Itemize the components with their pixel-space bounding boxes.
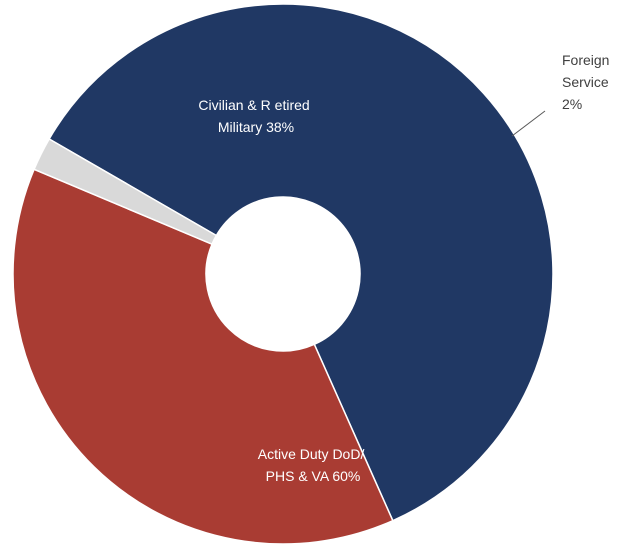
slice-label-active-duty: Active Duty DoD/ PHS & VA 60%	[258, 446, 368, 484]
slice-label-civilian: Civilian & R etired Military 38%	[198, 97, 313, 135]
slice-active-duty	[48, 3, 554, 522]
slice-label-foreign-service: Foreign Service 2%	[562, 52, 613, 112]
slice-civilian-retired	[12, 168, 394, 544]
slice-foreign-service	[33, 137, 218, 246]
foreign-service-leader-line	[511, 110, 546, 137]
donut-slices	[12, 3, 554, 544]
